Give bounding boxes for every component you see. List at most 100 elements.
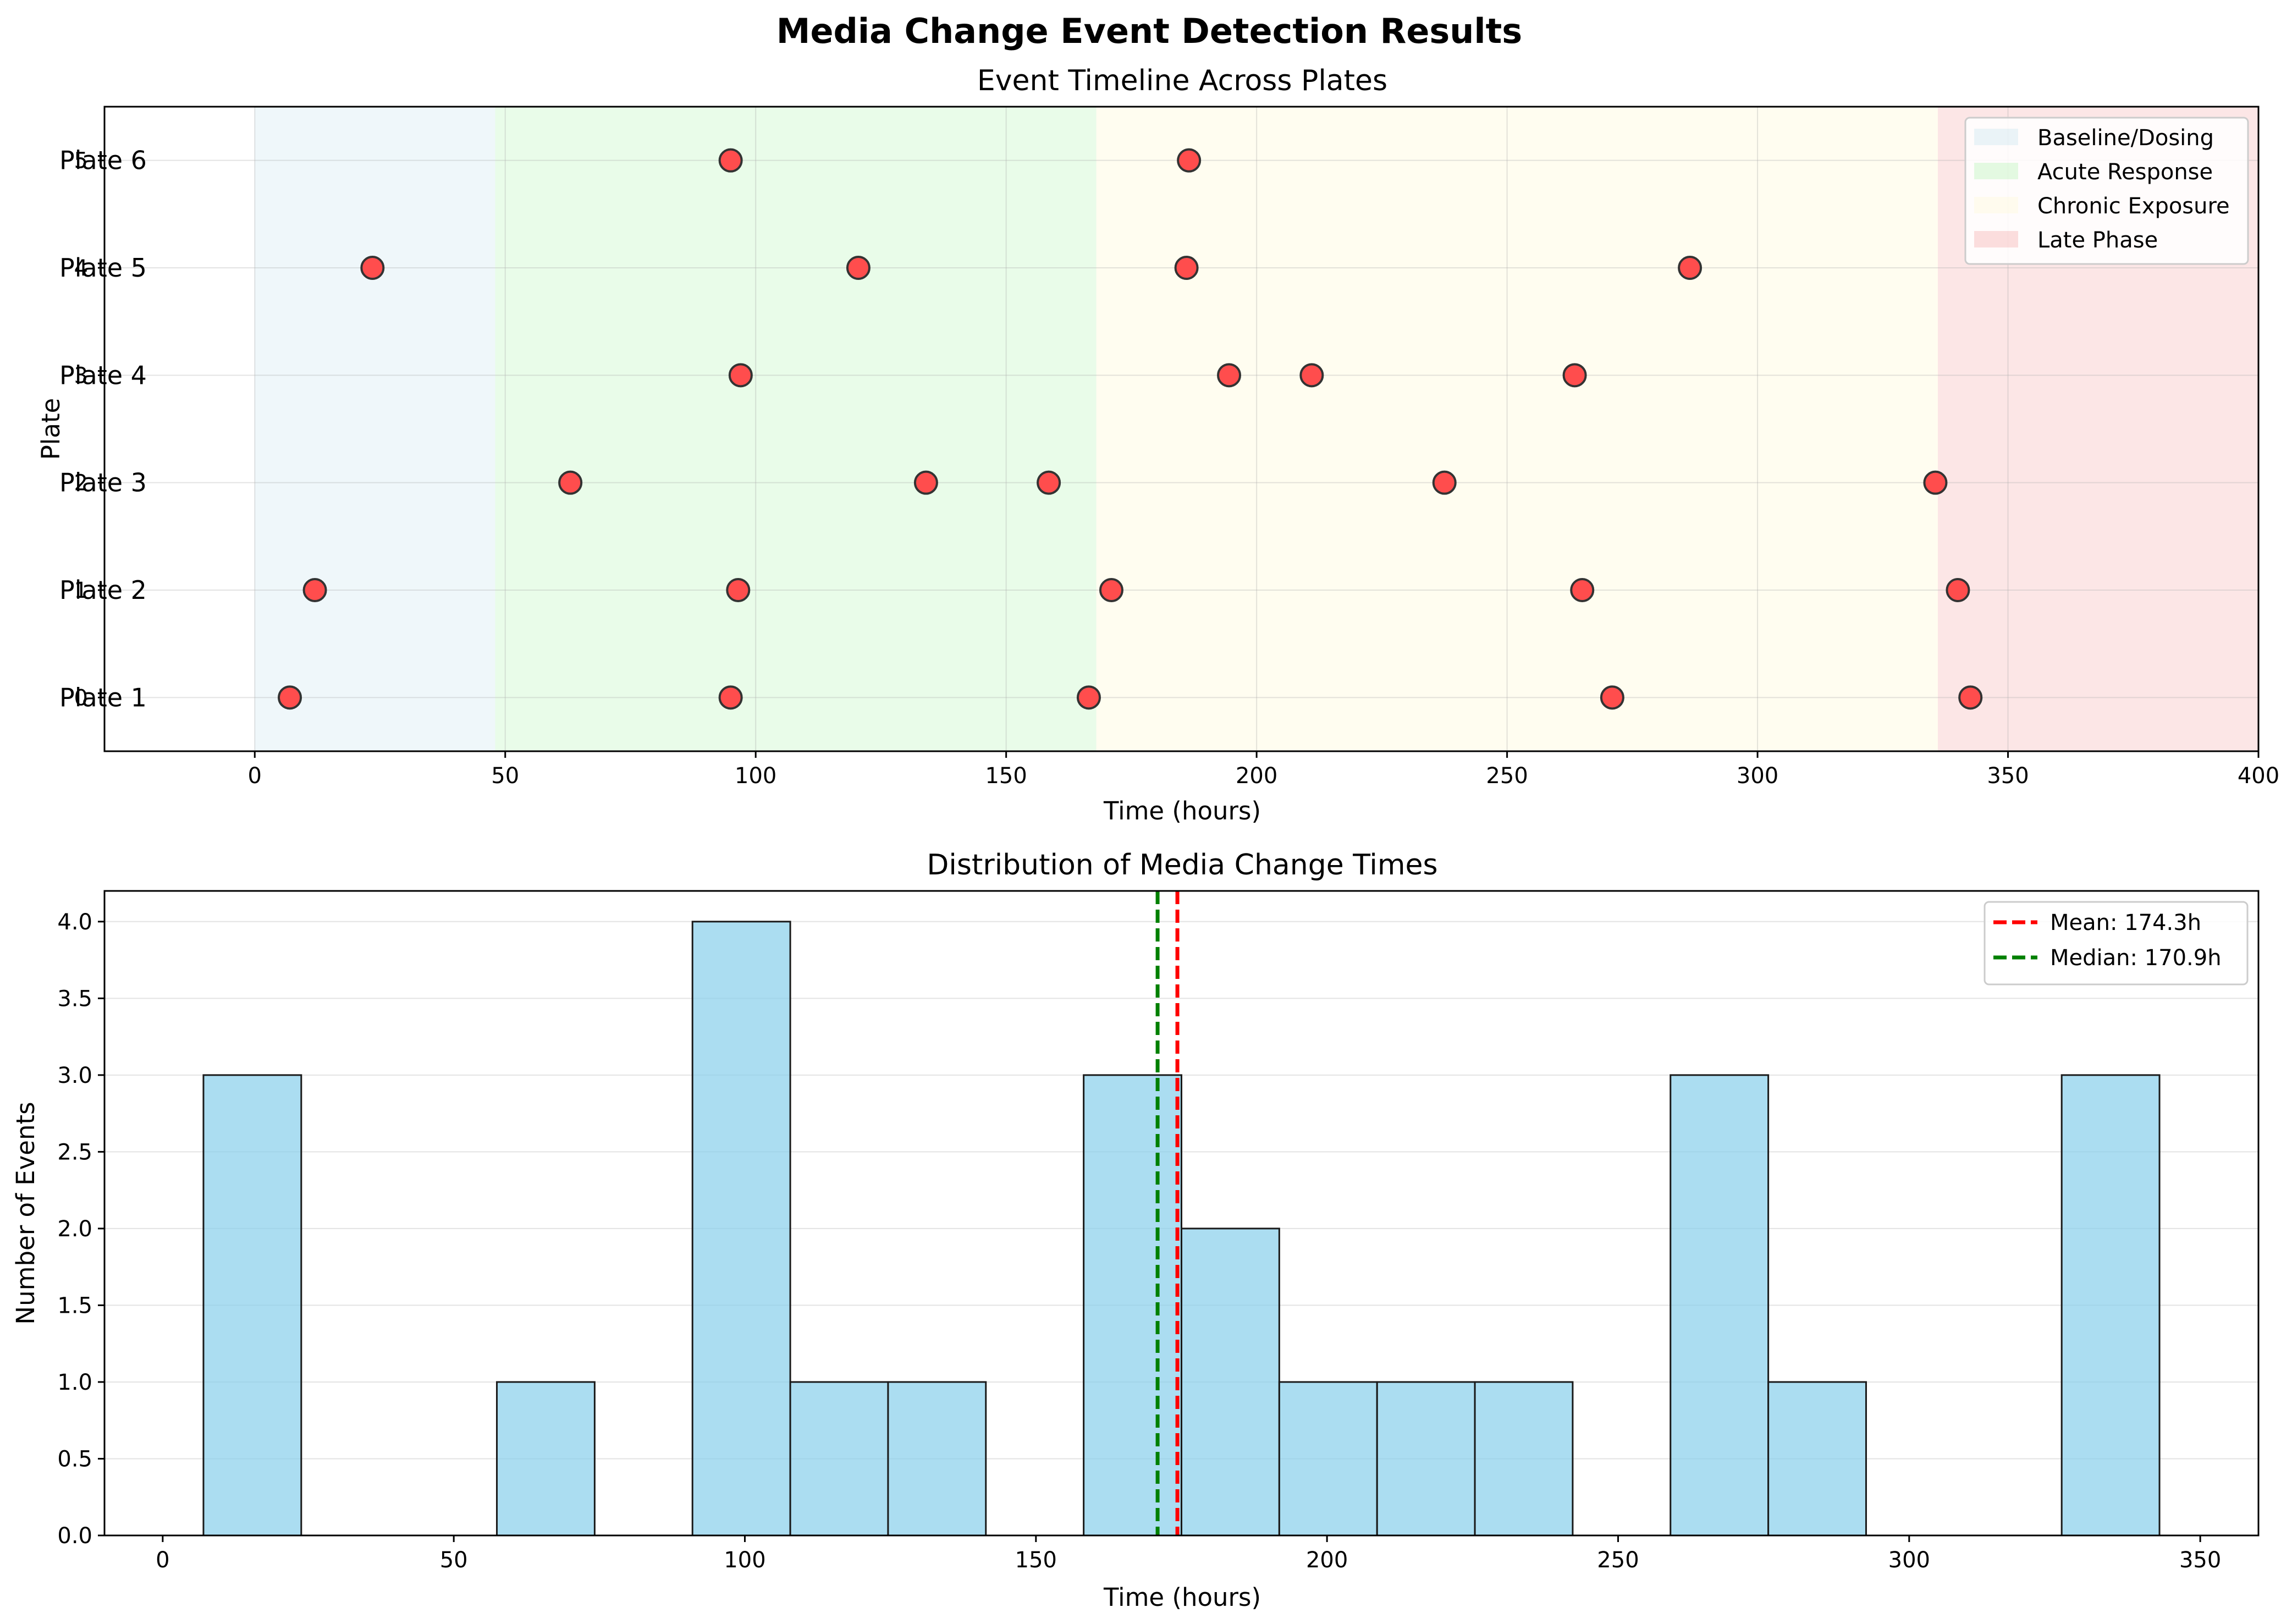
y-tick-number: 0 — [74, 685, 88, 711]
histogram-bar — [202, 1074, 302, 1537]
y-tick-plate-label: Plate 5 — [59, 253, 147, 283]
histogram-y-axis-label: Number of Events — [11, 1102, 40, 1324]
histogram-bar — [496, 1381, 596, 1537]
histogram-bar — [1474, 1381, 1574, 1537]
y-tick-plate-label: Plate 3 — [59, 468, 147, 498]
x-tick-label: 100 — [724, 1548, 765, 1573]
event-point — [1076, 685, 1101, 710]
x-tick-label: 200 — [1306, 1548, 1348, 1573]
event-point — [728, 363, 753, 388]
y-tick-number: 3 — [74, 363, 88, 388]
event-point — [1037, 470, 1061, 495]
event-point — [302, 578, 327, 602]
histogram-legend: Mean: 174.3h Median: 170.9h — [1984, 901, 2249, 986]
legend-label: Median: 170.9h — [2050, 945, 2222, 971]
timeline-x-axis-label: Time (hours) — [1103, 796, 1261, 825]
y-tick-label: 3.5 — [57, 986, 92, 1011]
event-point — [718, 685, 743, 710]
legend-swatch — [1974, 197, 2018, 213]
event-point — [718, 148, 743, 173]
y-tick-label: 1.0 — [57, 1370, 92, 1395]
phase-band — [255, 107, 495, 751]
legend-label: Mean: 174.3h — [2050, 910, 2201, 935]
event-point — [1958, 685, 1983, 710]
x-tick-label: 250 — [1486, 763, 1528, 789]
histogram-bar — [1278, 1381, 1378, 1537]
y-tick-plate-label: Plate 6 — [59, 146, 147, 175]
histogram-bar — [1083, 1074, 1182, 1537]
y-tick-plate-label: Plate 4 — [59, 360, 147, 390]
y-tick-plate-label: Plate 2 — [59, 575, 147, 605]
x-tick-label: 350 — [2179, 1548, 2221, 1573]
event-point — [846, 256, 870, 280]
x-tick-label: 100 — [735, 763, 776, 789]
legend-label: Acute Response — [2037, 159, 2213, 185]
histogram-bar — [1376, 1381, 1476, 1537]
x-tick-label: 350 — [1987, 763, 2029, 789]
histogram-bar — [1181, 1227, 1280, 1537]
y-tick-number: 2 — [74, 471, 88, 496]
y-tick-label: 2.5 — [57, 1139, 92, 1165]
event-point — [558, 470, 583, 495]
legend-label: Late Phase — [2037, 228, 2158, 253]
event-point — [1570, 578, 1595, 602]
phase-band — [495, 107, 1097, 751]
y-tick-label: 4.0 — [57, 910, 92, 935]
histogram-bar — [1767, 1381, 1867, 1537]
figure-suptitle: Media Change Event Detection Results — [776, 11, 1522, 51]
y-tick-label: 2.0 — [57, 1216, 92, 1242]
x-tick-label: 300 — [1737, 763, 1778, 789]
y-tick-label: 0.5 — [57, 1446, 92, 1472]
timeline-panel: Event Timeline Across Plates 0 50 100 150 20… — [36, 64, 2279, 825]
y-tick-number: 4 — [74, 256, 88, 281]
x-tick-label: 50 — [491, 763, 519, 789]
event-point — [1174, 256, 1199, 280]
event-point — [1562, 363, 1587, 388]
y-tick-label: 3.0 — [57, 1063, 92, 1088]
event-point — [913, 470, 938, 495]
x-tick-label: 400 — [2238, 763, 2279, 789]
event-point — [278, 685, 302, 710]
x-tick-label: 50 — [440, 1548, 468, 1573]
event-point — [360, 256, 385, 280]
histogram-bar — [691, 921, 791, 1537]
event-point — [1099, 578, 1123, 602]
event-point — [1678, 256, 1703, 280]
histogram-plot-frame — [103, 890, 2260, 1537]
phase-band — [1096, 107, 1938, 751]
event-point — [1600, 685, 1624, 710]
x-tick-label: 300 — [1888, 1548, 1930, 1573]
event-point — [1177, 148, 1202, 173]
legend-label: Chronic Exposure — [2037, 194, 2230, 219]
y-tick-label: 1.5 — [57, 1293, 92, 1318]
y-tick-number: 1 — [74, 578, 88, 603]
event-point — [1946, 578, 1970, 602]
y-tick-plate-label: Plate 1 — [59, 682, 147, 712]
x-tick-label: 0 — [156, 1548, 169, 1573]
legend-label: Baseline/Dosing — [2037, 125, 2214, 151]
event-point — [1923, 470, 1948, 495]
histogram-bar — [789, 1381, 889, 1537]
legend-swatch — [1974, 129, 2018, 145]
x-tick-label: 0 — [248, 763, 262, 789]
timeline-y-axis-label: Plate — [36, 398, 65, 460]
histogram-x-axis-label: Time (hours) — [1103, 1583, 1261, 1612]
y-tick-number: 5 — [74, 148, 88, 174]
legend-swatch — [1974, 163, 2018, 179]
event-point — [1217, 363, 1242, 388]
y-tick-label: 0.0 — [57, 1523, 92, 1549]
x-tick-label: 200 — [1236, 763, 1277, 789]
histogram-title: Distribution of Media Change Times — [927, 849, 1437, 882]
x-tick-label: 150 — [985, 763, 1027, 789]
histogram-bar — [2060, 1074, 2161, 1537]
timeline-plot-frame — [103, 106, 2260, 752]
x-tick-label: 250 — [1597, 1548, 1639, 1573]
event-point — [726, 578, 751, 602]
x-tick-label: 150 — [1015, 1548, 1057, 1573]
event-point — [1432, 470, 1457, 495]
legend-swatch — [1974, 231, 2018, 247]
timeline-title: Event Timeline Across Plates — [977, 64, 1387, 97]
timeline-legend: Baseline/Dosing Acute Response Chronic Exp… — [1964, 117, 2249, 265]
event-point — [1299, 363, 1324, 388]
